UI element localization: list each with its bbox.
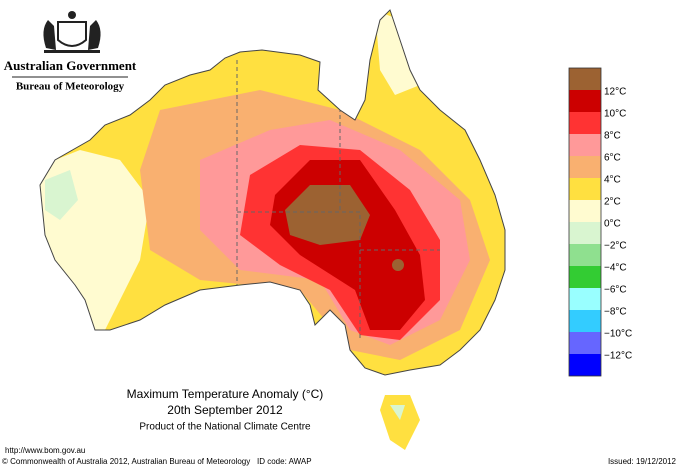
legend-swatch xyxy=(569,332,601,354)
legend: 12°C 10°C 8°C 6°C 4°C 2°C 0°C −2°C −4°C −6°C −8°C −… xyxy=(568,67,632,377)
zone xyxy=(45,170,78,220)
footer-url: http://www.bom.gov.au xyxy=(5,446,85,455)
zone xyxy=(375,10,420,95)
legend-label: 2°C xyxy=(604,197,621,208)
legend-swatch xyxy=(569,112,601,134)
legend-swatch xyxy=(569,134,601,156)
legend-label: 6°C xyxy=(604,153,621,164)
header-bureau: Bureau of Meteorology xyxy=(16,81,125,93)
state-border xyxy=(237,211,440,251)
legend-swatch xyxy=(569,156,601,178)
legend-swatch xyxy=(569,178,601,200)
legend-swatch xyxy=(569,244,601,266)
legend-label: −10°C xyxy=(604,329,632,340)
legend-label: −2°C xyxy=(604,241,627,252)
legend-label: −12°C xyxy=(604,351,632,362)
caption-product: Product of the National Climate Centre xyxy=(139,422,311,433)
legend-frame xyxy=(568,67,602,377)
legend-label: 12°C xyxy=(604,87,626,98)
footer-id: ID code: AWAP xyxy=(257,457,312,466)
legend-swatch xyxy=(569,354,601,376)
legend-label: 10°C xyxy=(604,109,626,120)
legend-label: −8°C xyxy=(604,307,627,318)
legend-label: 8°C xyxy=(604,131,621,142)
legend-swatch xyxy=(569,266,601,288)
legend-swatch xyxy=(569,200,601,222)
caption-date: 20th September 2012 xyxy=(167,403,283,417)
legend-label: 4°C xyxy=(604,175,621,186)
caption-title: Maximum Temperature Anomaly (°C) xyxy=(127,387,324,401)
legend-swatch xyxy=(569,68,601,90)
legend-swatch xyxy=(569,222,601,244)
footer-issued: Issued: 19/12/2012 xyxy=(608,457,677,466)
zone xyxy=(392,259,404,271)
legend-swatch xyxy=(569,288,601,310)
zone xyxy=(390,405,405,420)
legend-label: −6°C xyxy=(604,285,627,296)
header-government: Australian Government xyxy=(4,58,137,73)
zone xyxy=(285,185,370,245)
coat-of-arms xyxy=(43,11,101,53)
legend-label: −4°C xyxy=(604,263,627,274)
footer-copyright: © Commonwealth of Australia 2012, Austra… xyxy=(2,457,250,466)
legend-swatch xyxy=(569,310,601,332)
legend-label: 0°C xyxy=(604,219,621,230)
legend-swatch xyxy=(569,90,601,112)
